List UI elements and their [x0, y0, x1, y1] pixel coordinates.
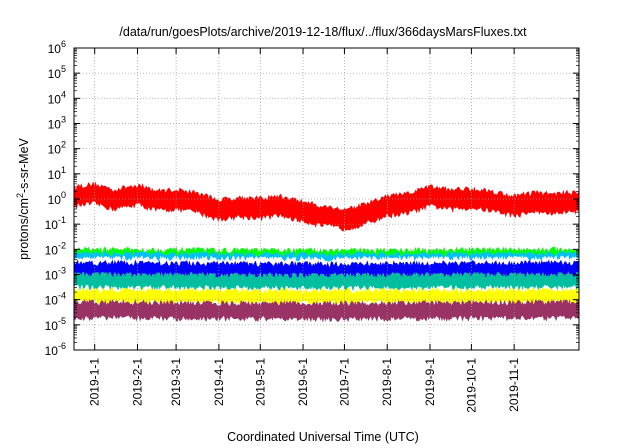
y-tick-labels: 10-6 10-5 10-4 10-3 10-2 10-1 100 101 102 103 104 1…	[45, 39, 66, 358]
x-tick-label: 2019-2-1	[130, 358, 144, 406]
chart-title: /data/run/goesPlots/archive/2019-12-18/f…	[119, 25, 527, 39]
plot-series	[73, 181, 580, 323]
x-tick-label: 2019-10-1	[464, 358, 478, 413]
y-tick-label: 103	[48, 115, 66, 132]
plot-frame	[73, 47, 580, 351]
y-axis-label-main: protons/cm	[17, 198, 31, 260]
x-tick-label: 2019-7-1	[337, 358, 351, 406]
y-tick-label: 102	[48, 140, 66, 157]
y-tick-label: 105	[48, 64, 66, 81]
y-axis-label: protons/cm2-s-sr-MeV	[15, 137, 31, 259]
x-tick-labels: 2019-1-1 2019-2-1 2019-3-1 2019-4-1 2019-5-1…	[88, 358, 521, 413]
x-tick-label: 2019-1-1	[88, 358, 102, 406]
y-tick-label: 10-2	[45, 240, 66, 257]
grid-lines	[74, 48, 579, 350]
x-tick-label: 2019-5-1	[253, 358, 267, 406]
x-tick-label: 2019-4-1	[212, 358, 226, 406]
x-tick-label: 2019-11-1	[507, 358, 521, 412]
y-tick-label: 100	[48, 190, 66, 207]
y-tick-label: 10-5	[45, 316, 66, 333]
x-axis-label: Coordinated Universal Time (UTC)	[227, 430, 419, 444]
y-axis-label-rest: -s-sr-MeV	[17, 137, 31, 193]
y-tick-label: 10-3	[45, 266, 66, 283]
y-axis-label-sup: 2	[15, 193, 25, 198]
y-tick-label: 104	[48, 89, 66, 106]
x-tick-label: 2019-9-1	[423, 358, 437, 406]
x-tick-label: 2019-3-1	[169, 358, 183, 406]
y-tick-label: 106	[48, 39, 66, 56]
y-tick-label: 10-6	[45, 341, 66, 358]
x-tick-label: 2019-8-1	[380, 358, 394, 406]
y-tick-label: 101	[48, 165, 66, 182]
y-tick-label: 10-1	[45, 215, 66, 232]
series-band-7	[73, 299, 580, 323]
x-tick-label: 2019-6-1	[296, 358, 310, 406]
y-tick-label: 10-4	[45, 291, 66, 308]
